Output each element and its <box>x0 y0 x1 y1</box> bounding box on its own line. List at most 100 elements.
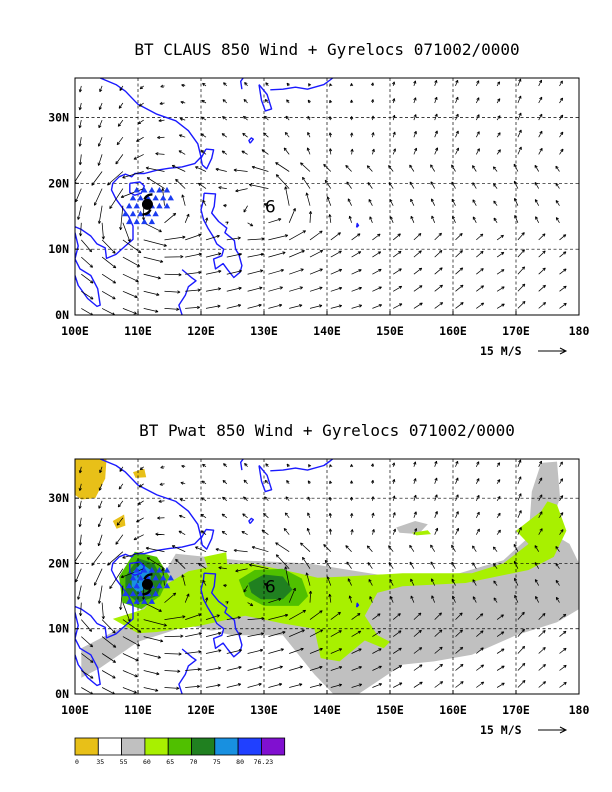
wind-vector <box>205 234 220 241</box>
wind-vector <box>555 545 560 552</box>
wind-vector <box>476 647 484 654</box>
wind-vectors <box>75 459 567 694</box>
wind-vector <box>185 650 202 654</box>
colorbar-label: 65 <box>166 758 174 766</box>
x-tick-label: 130E <box>250 703 278 717</box>
wind-vector <box>346 181 352 189</box>
coastline <box>258 465 273 493</box>
wind-vector <box>496 479 501 485</box>
wind-vector <box>119 205 124 231</box>
wind-vector <box>247 682 262 688</box>
wind-vector <box>472 182 477 189</box>
x-tick-label: 150E <box>376 324 404 338</box>
wind-vector <box>309 230 323 241</box>
convection-triangle <box>152 194 159 201</box>
wind-vector <box>202 579 207 586</box>
wind-vector <box>268 251 286 258</box>
wind-vector <box>133 154 144 160</box>
wind-vector <box>117 500 124 508</box>
wind-vector <box>289 250 305 258</box>
wind-vector <box>493 217 498 224</box>
wind-vector <box>452 215 456 223</box>
colorbar-swatch <box>214 737 239 756</box>
convection-triangle <box>129 194 137 201</box>
wind-vector <box>98 119 103 129</box>
wind-vector <box>371 496 375 501</box>
wind-vector <box>517 283 526 292</box>
wind-vector <box>205 683 221 688</box>
wind-vector <box>328 148 333 155</box>
wind-vector <box>264 115 269 121</box>
wind-vector <box>455 147 459 155</box>
wind-vector <box>351 286 362 292</box>
wind-vector <box>559 495 564 501</box>
wind-vector <box>476 630 484 637</box>
wind-vector <box>413 681 423 688</box>
y-tick-label: 30N <box>48 111 69 125</box>
wind-vector <box>78 500 82 509</box>
wind-vector <box>476 268 484 275</box>
wind-vector <box>94 188 103 206</box>
coastline <box>200 192 243 279</box>
wind-vector <box>79 602 83 617</box>
wind-vector <box>368 199 373 206</box>
wind-vector <box>159 482 165 486</box>
wind-vector <box>233 168 248 172</box>
wind-vector <box>393 285 403 292</box>
wind-vector <box>392 478 396 484</box>
wind-vector <box>226 665 242 671</box>
wind-vector <box>330 611 341 620</box>
wind-vector <box>517 232 525 241</box>
wind-vector <box>200 530 207 535</box>
wind-vector <box>164 307 180 311</box>
wind-vector <box>98 102 103 110</box>
wind-vector <box>538 79 542 87</box>
wind-vector <box>349 496 354 501</box>
wind-vector <box>94 568 103 586</box>
wind-vector <box>413 647 423 654</box>
wind-vector <box>538 267 546 275</box>
wind-vector <box>223 583 227 588</box>
x-tick-label: 130E <box>250 324 278 338</box>
wind-vector <box>431 198 436 206</box>
wind-vector <box>367 562 373 569</box>
wind-vector <box>309 286 323 292</box>
wind-vector <box>309 647 323 654</box>
wind-vector <box>496 529 501 535</box>
wind-vector <box>413 97 417 104</box>
wind-vector <box>222 479 228 485</box>
wind-vector <box>264 99 269 104</box>
wind-vector <box>137 119 144 125</box>
coastline <box>248 517 255 525</box>
wind-vector <box>164 273 182 277</box>
wind-vector <box>178 514 186 519</box>
wind-vector <box>289 268 304 275</box>
wind-vector <box>517 527 522 535</box>
wind-vector <box>413 612 422 620</box>
wind-vector <box>392 613 401 620</box>
wind-vector <box>157 135 165 140</box>
wind-vector <box>248 183 269 189</box>
wind-vector <box>347 198 352 206</box>
wind-vector <box>389 199 394 206</box>
wind-vector <box>413 629 422 637</box>
chart-title: BT Pwat 850 Wind + Gyrelocs 071002/0000 <box>139 421 515 440</box>
wind-vector <box>197 562 207 570</box>
wind-vector <box>221 513 228 519</box>
wind-vector <box>181 574 186 586</box>
wind-vector <box>101 636 117 648</box>
wind-vector <box>109 188 124 210</box>
convection-triangle <box>167 574 174 581</box>
wind-vector <box>324 559 332 569</box>
wind-vector <box>226 616 241 620</box>
colorbar-swatch <box>167 737 192 756</box>
wind-vector <box>496 614 504 620</box>
wind-vector <box>475 461 480 467</box>
wind-vector <box>247 269 264 275</box>
x-tick-label: 170E <box>502 703 530 717</box>
wind-vector <box>122 308 137 315</box>
coastline <box>258 84 273 112</box>
wind-vector <box>434 79 438 87</box>
wind-vector <box>430 164 436 172</box>
wind-vector <box>434 646 443 654</box>
